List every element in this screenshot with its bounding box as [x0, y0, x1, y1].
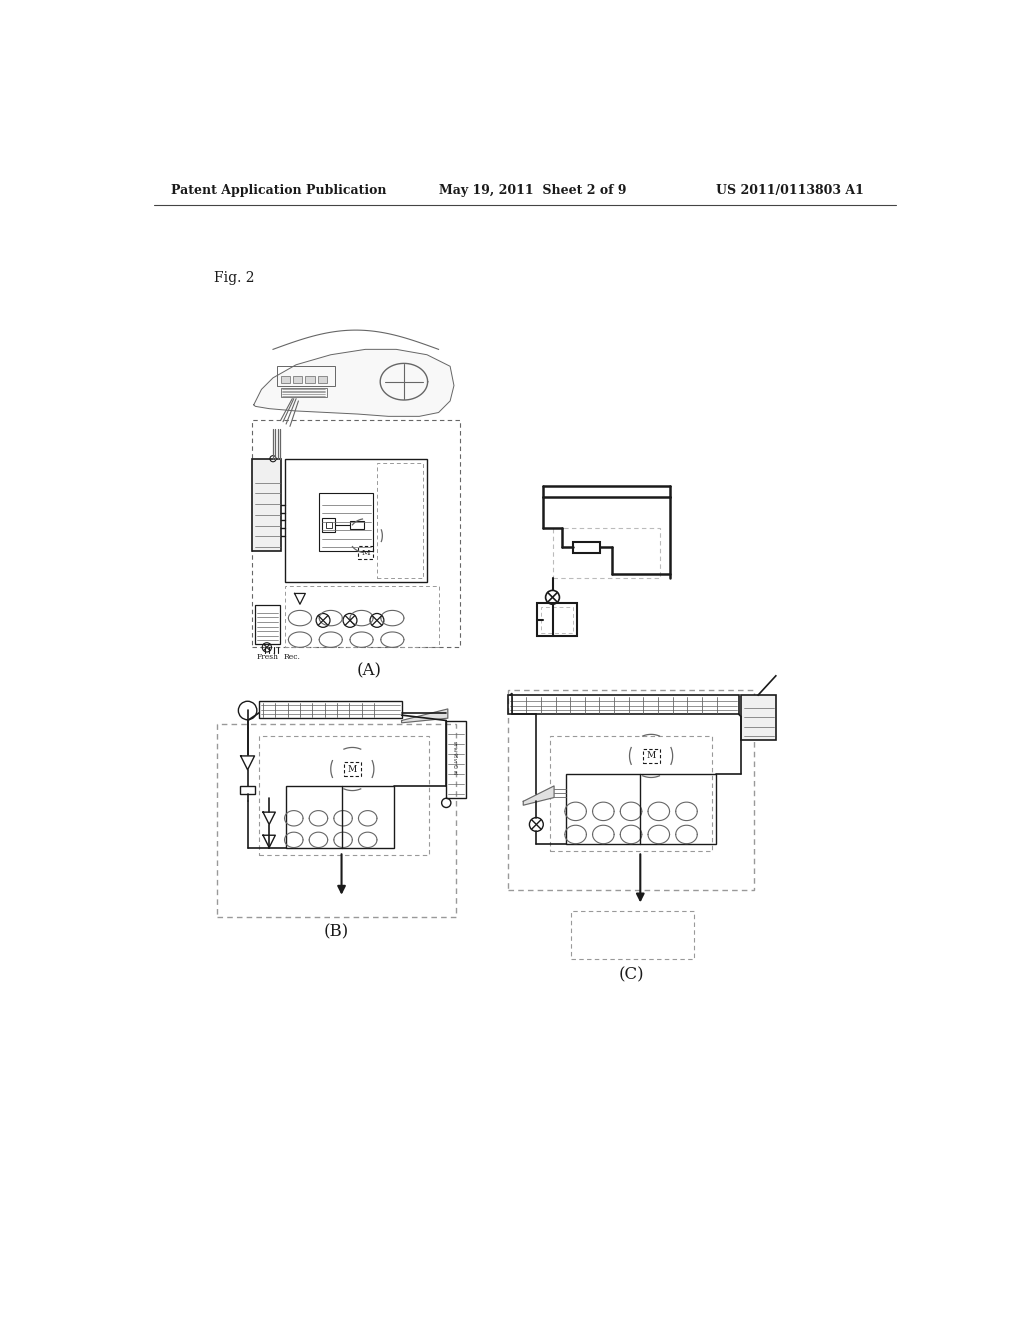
Text: Fresh: Fresh — [257, 653, 279, 661]
Text: M: M — [361, 549, 370, 557]
Bar — [281, 388, 327, 397]
Bar — [319, 494, 373, 552]
Text: M: M — [348, 764, 357, 774]
Polygon shape — [523, 785, 554, 805]
Bar — [643, 748, 659, 763]
Bar — [541, 607, 573, 634]
Bar — [357, 546, 373, 558]
Text: (A): (A) — [356, 661, 382, 678]
Bar — [553, 528, 660, 578]
Bar — [259, 701, 401, 718]
Bar — [350, 521, 364, 529]
Bar — [538, 603, 578, 636]
Text: (C): (C) — [618, 966, 644, 983]
Text: (B): (B) — [324, 924, 349, 941]
Bar — [508, 689, 755, 890]
Bar — [285, 459, 427, 582]
Bar — [286, 785, 394, 847]
Bar — [240, 785, 255, 793]
Bar — [571, 911, 694, 960]
Bar — [550, 737, 712, 851]
Text: Fig. 2: Fig. 2 — [214, 271, 254, 285]
Bar — [508, 696, 739, 714]
Bar — [217, 725, 456, 917]
Bar — [344, 762, 360, 776]
Bar — [281, 375, 290, 383]
Bar — [276, 367, 335, 385]
Text: S
E
N
S
O
R: S E N S O R — [454, 742, 458, 776]
Bar — [317, 375, 327, 383]
Bar — [446, 721, 466, 797]
Text: US 2011/0113803 A1: US 2011/0113803 A1 — [716, 185, 863, 197]
Bar — [377, 462, 423, 578]
Bar — [573, 543, 600, 553]
Bar — [326, 521, 333, 528]
Polygon shape — [401, 709, 447, 723]
Polygon shape — [254, 350, 454, 416]
Bar — [259, 737, 429, 855]
Bar — [322, 517, 336, 532]
Bar — [565, 775, 716, 843]
Text: May 19, 2011  Sheet 2 of 9: May 19, 2011 Sheet 2 of 9 — [438, 185, 626, 197]
Bar — [741, 696, 776, 739]
Bar — [293, 375, 302, 383]
Bar — [305, 375, 314, 383]
Bar — [252, 420, 460, 647]
Text: Rec.: Rec. — [284, 653, 301, 661]
Text: M: M — [646, 751, 655, 760]
Bar — [252, 459, 282, 552]
Bar — [255, 605, 280, 644]
Bar — [285, 586, 438, 647]
Text: Patent Application Publication: Patent Application Publication — [171, 185, 386, 197]
